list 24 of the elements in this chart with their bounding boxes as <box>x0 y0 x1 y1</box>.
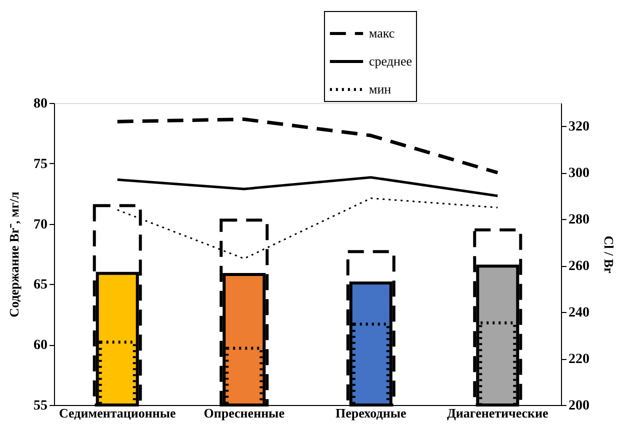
y2-axis-title: Cl / Br <box>602 236 616 274</box>
y2-tick-label: 240 <box>568 306 590 321</box>
y2-tick-label: 300 <box>568 166 590 182</box>
y-tick-label: 80 <box>34 96 48 112</box>
y-tick-label: 55 <box>34 398 48 414</box>
legend-label: среднее <box>369 54 412 68</box>
y-tick-label: 75 <box>34 156 48 172</box>
line-series <box>116 176 499 198</box>
y2-tick-label: 280 <box>568 212 590 228</box>
y2-tick-label: 260 <box>568 259 590 274</box>
y2-tick-label: 220 <box>568 352 590 368</box>
line-series <box>116 118 500 174</box>
legend-label: мин <box>369 82 392 96</box>
x-tick-label: Седиментационные <box>58 406 176 420</box>
y-tick-label: 70 <box>34 217 48 232</box>
y2-tick-label: 200 <box>568 398 590 414</box>
y2-tick-label: 320 <box>568 120 590 135</box>
x-tick-label: Диагенетические <box>446 406 549 420</box>
x-tick-label: Переходные <box>336 406 406 420</box>
y-tick-label: 65 <box>34 278 48 293</box>
legend-label: макс <box>369 26 395 40</box>
y-axis-title: Содержание Br⁻, мг/л <box>6 192 22 318</box>
x-tick-label: Опресненные <box>204 406 285 420</box>
y-tick-label: 60 <box>34 338 48 354</box>
